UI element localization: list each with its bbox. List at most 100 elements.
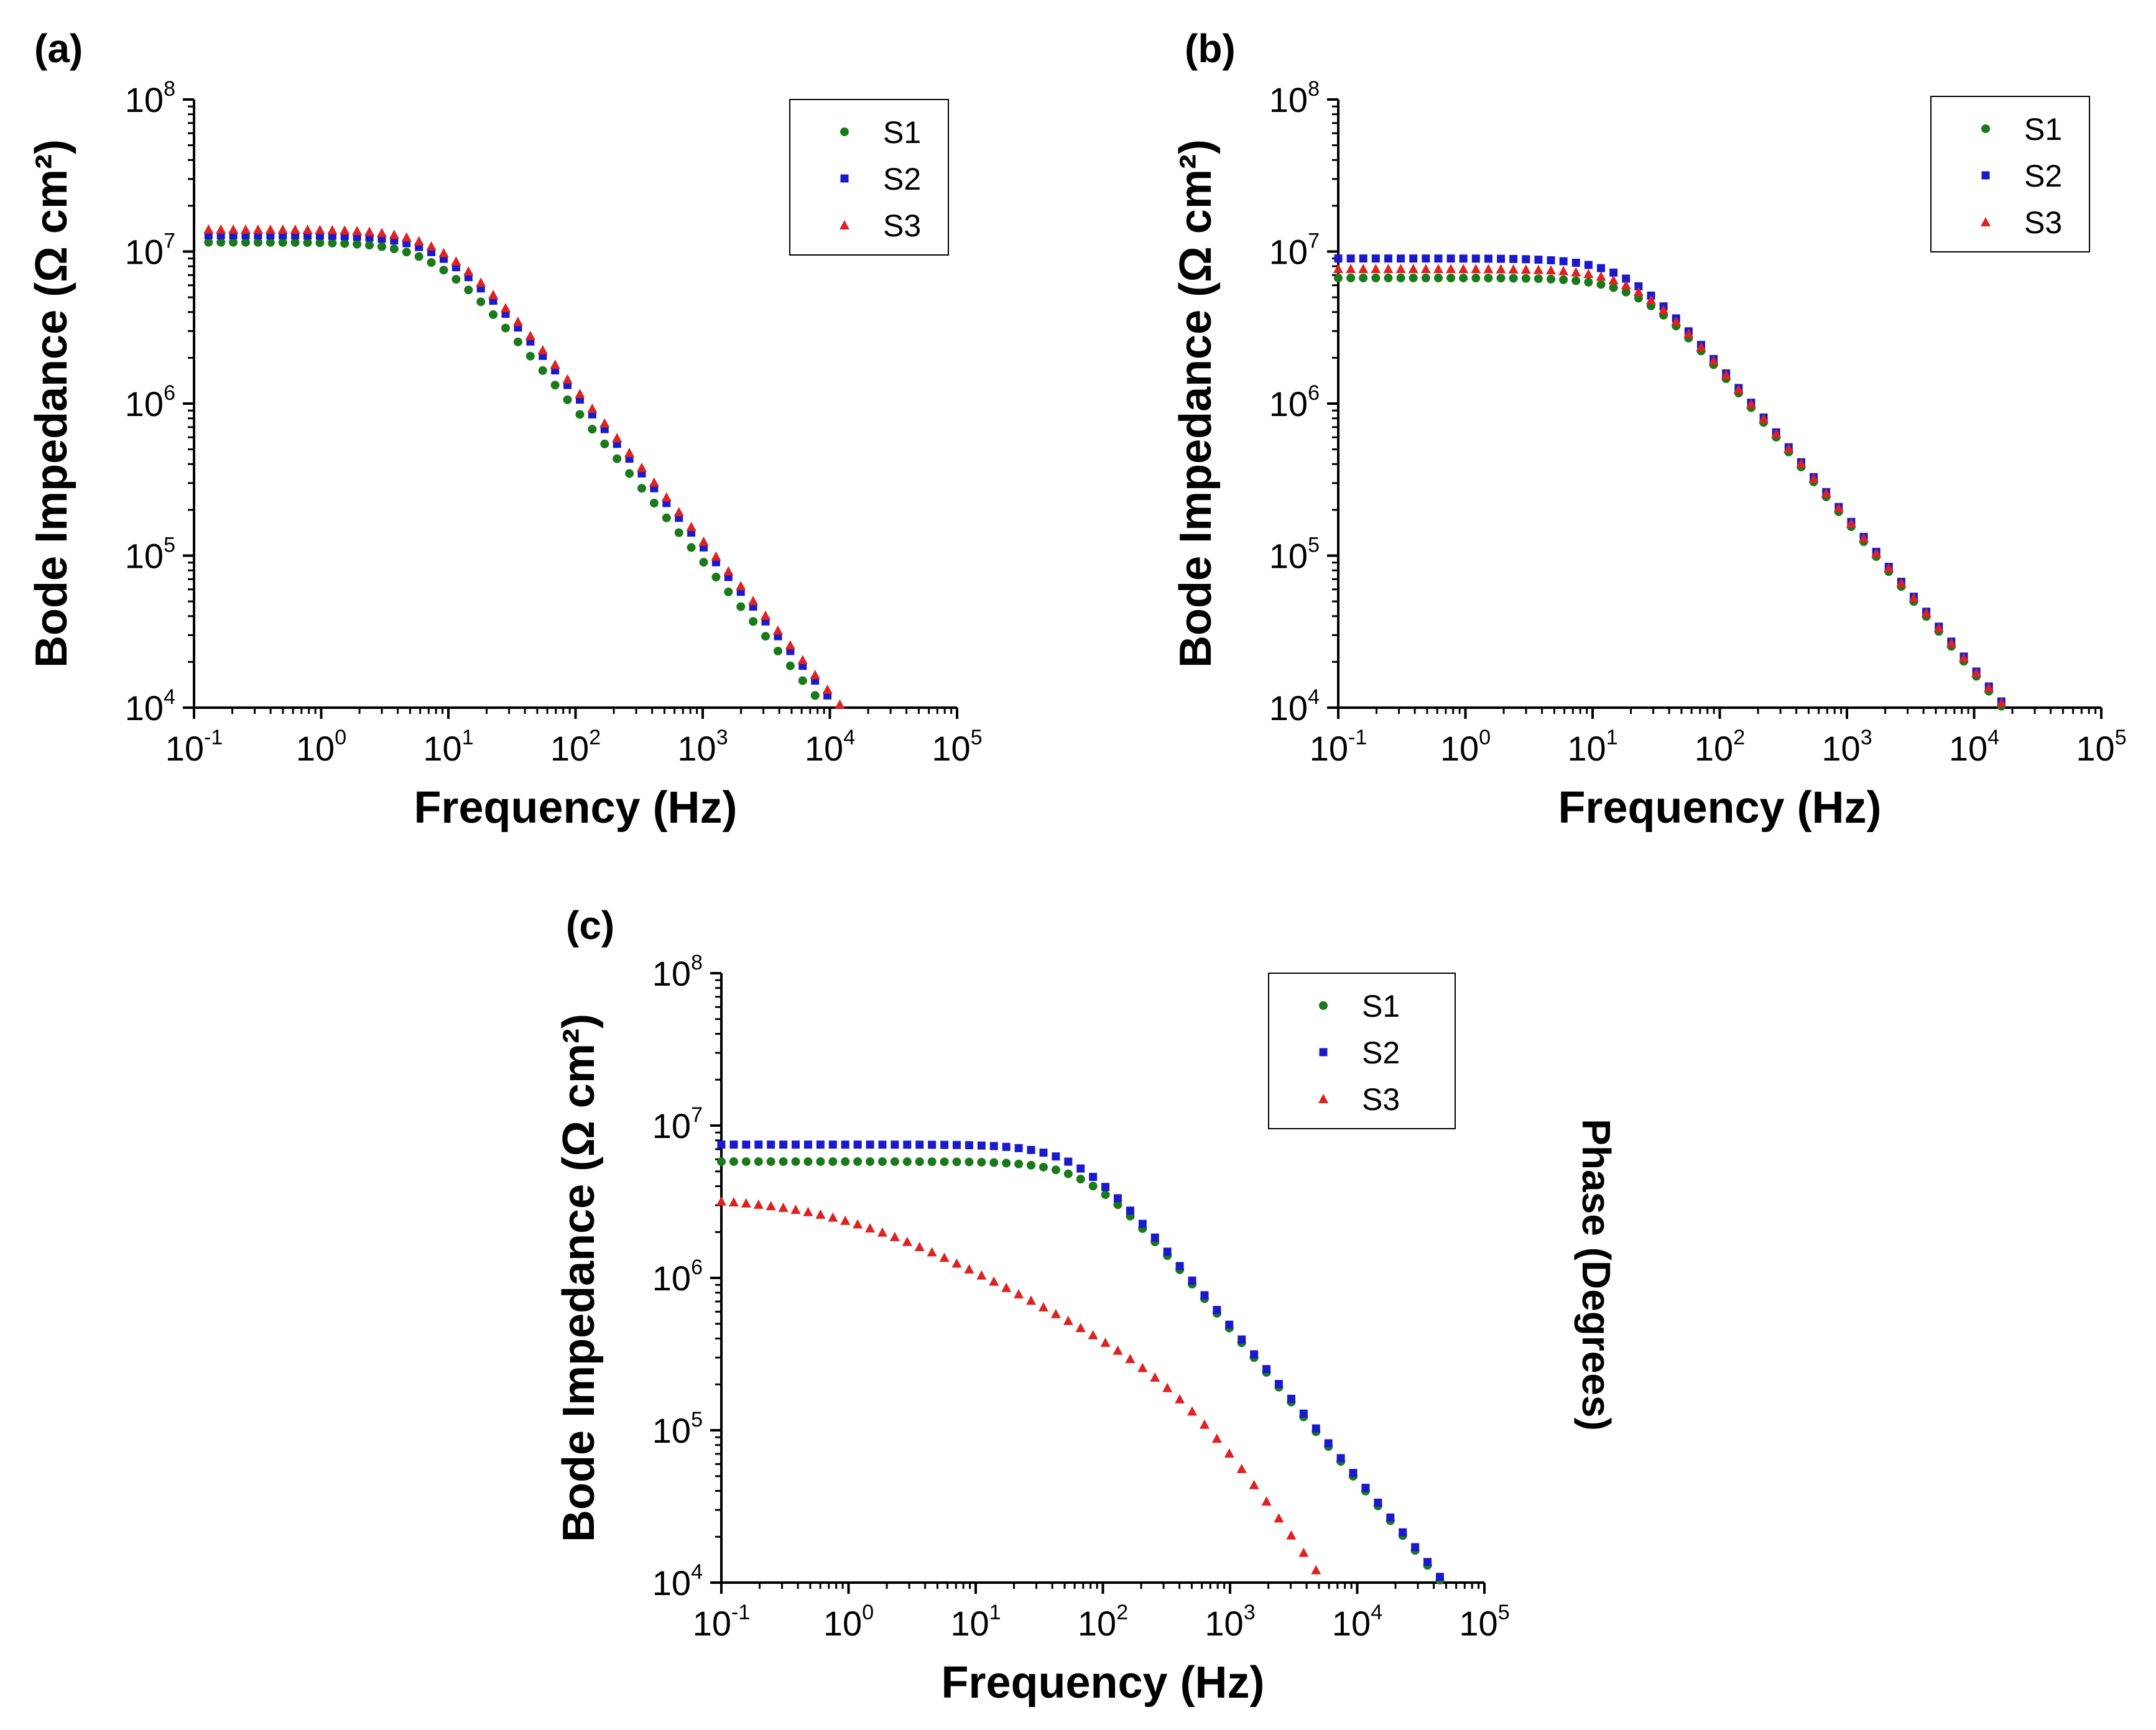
data-point [302, 224, 313, 234]
x-tick-label: 102 [1078, 1601, 1128, 1643]
data-point [1547, 256, 1555, 265]
data-point [1496, 264, 1506, 274]
data-point [1346, 264, 1356, 274]
data-point [1114, 1194, 1122, 1203]
data-point [1946, 637, 1956, 647]
data-point [1422, 254, 1430, 263]
data-point [729, 1157, 738, 1166]
data-point [1483, 264, 1494, 274]
data-point [1250, 1350, 1259, 1359]
x-tick-label: 104 [1332, 1601, 1382, 1643]
data-point [803, 1157, 813, 1166]
data-point [1896, 578, 1907, 588]
data-point [736, 602, 746, 611]
data-point [1324, 1439, 1333, 1448]
data-point [877, 1157, 887, 1166]
data-point [1274, 1380, 1283, 1389]
data-point [1596, 271, 1606, 281]
data-point [828, 1140, 837, 1149]
legend-marker [1318, 1094, 1328, 1103]
data-point [1211, 1433, 1222, 1443]
x-tick-label: 104 [805, 726, 855, 768]
data-point [1063, 1169, 1073, 1178]
data-point [964, 1264, 974, 1274]
data-point [989, 1276, 999, 1286]
data-point [624, 448, 635, 458]
data-point [241, 238, 251, 247]
data-point [1509, 274, 1518, 283]
data-point [890, 1157, 899, 1167]
data-point [724, 587, 733, 596]
data-point [1334, 254, 1343, 263]
legend: S1 S2 S3 [789, 99, 949, 256]
data-point [965, 1157, 974, 1167]
data-point [265, 224, 275, 234]
data-point [1459, 274, 1468, 283]
data-point [878, 1140, 887, 1149]
legend-label: S1 [2024, 112, 2062, 147]
data-point [1374, 1498, 1382, 1507]
x-tick-label: 102 [1695, 726, 1745, 768]
data-point [1236, 1463, 1247, 1473]
data-point [1175, 1394, 1185, 1404]
data-point [1395, 264, 1406, 274]
data-point [1138, 1219, 1147, 1228]
data-point [951, 1258, 962, 1268]
data-point [1433, 274, 1443, 283]
data-point [1521, 274, 1530, 283]
data-point [1150, 1372, 1160, 1382]
data-point [1249, 1479, 1259, 1489]
data-point [989, 1158, 999, 1167]
y-tick-label: 104 [652, 1560, 703, 1603]
data-point [1759, 414, 1769, 423]
data-point [662, 513, 671, 522]
data-point [1484, 254, 1492, 263]
data-point [965, 1141, 973, 1150]
data-point [1421, 274, 1430, 283]
x-tick-label: 100 [1440, 726, 1491, 768]
data-point [1333, 264, 1343, 274]
data-point [1349, 1469, 1358, 1478]
data-point [512, 317, 523, 326]
data-point [203, 224, 214, 234]
plot-area-a: 10-1 100 101 102 103 104 105 104 105 106 107 108 Fre… [27, 77, 983, 833]
data-point [1871, 548, 1882, 558]
legend-marker [1981, 217, 1991, 226]
legend-label: S2 [2024, 159, 2062, 193]
data-point [1696, 341, 1706, 351]
data-point [736, 581, 746, 591]
data-point [588, 425, 597, 434]
data-point [1621, 287, 1631, 297]
data-point [902, 1157, 912, 1167]
data-point [389, 244, 399, 254]
data-point [414, 236, 424, 246]
data-point [1609, 268, 1618, 277]
data-point [253, 238, 262, 247]
data-point [1409, 254, 1418, 263]
data-point [389, 229, 399, 239]
data-point [766, 1157, 775, 1166]
data-point [716, 1196, 726, 1206]
data-point [915, 1140, 924, 1149]
y-axis-title: Bode Impedance (Ω cm²) [554, 1014, 604, 1542]
data-point [1175, 1262, 1184, 1270]
data-point [903, 1140, 912, 1149]
data-point [1397, 254, 1405, 263]
data-point [365, 241, 374, 250]
y-tick-label: 107 [652, 1103, 703, 1145]
data-point [828, 1157, 838, 1166]
data-point [241, 224, 251, 234]
data-point [772, 625, 783, 635]
data-point [463, 266, 474, 276]
x-tick-label: 103 [1821, 726, 1872, 768]
data-point [1609, 283, 1618, 292]
y-tick-label: 108 [125, 77, 175, 119]
data-point [1238, 1335, 1246, 1344]
data-point [1446, 264, 1456, 274]
data-point [1733, 384, 1744, 394]
data-point [1423, 1558, 1432, 1566]
data-point [1746, 399, 1756, 409]
data-point [1002, 1159, 1011, 1168]
legend-label: S3 [883, 208, 921, 243]
data-point [1808, 473, 1819, 483]
